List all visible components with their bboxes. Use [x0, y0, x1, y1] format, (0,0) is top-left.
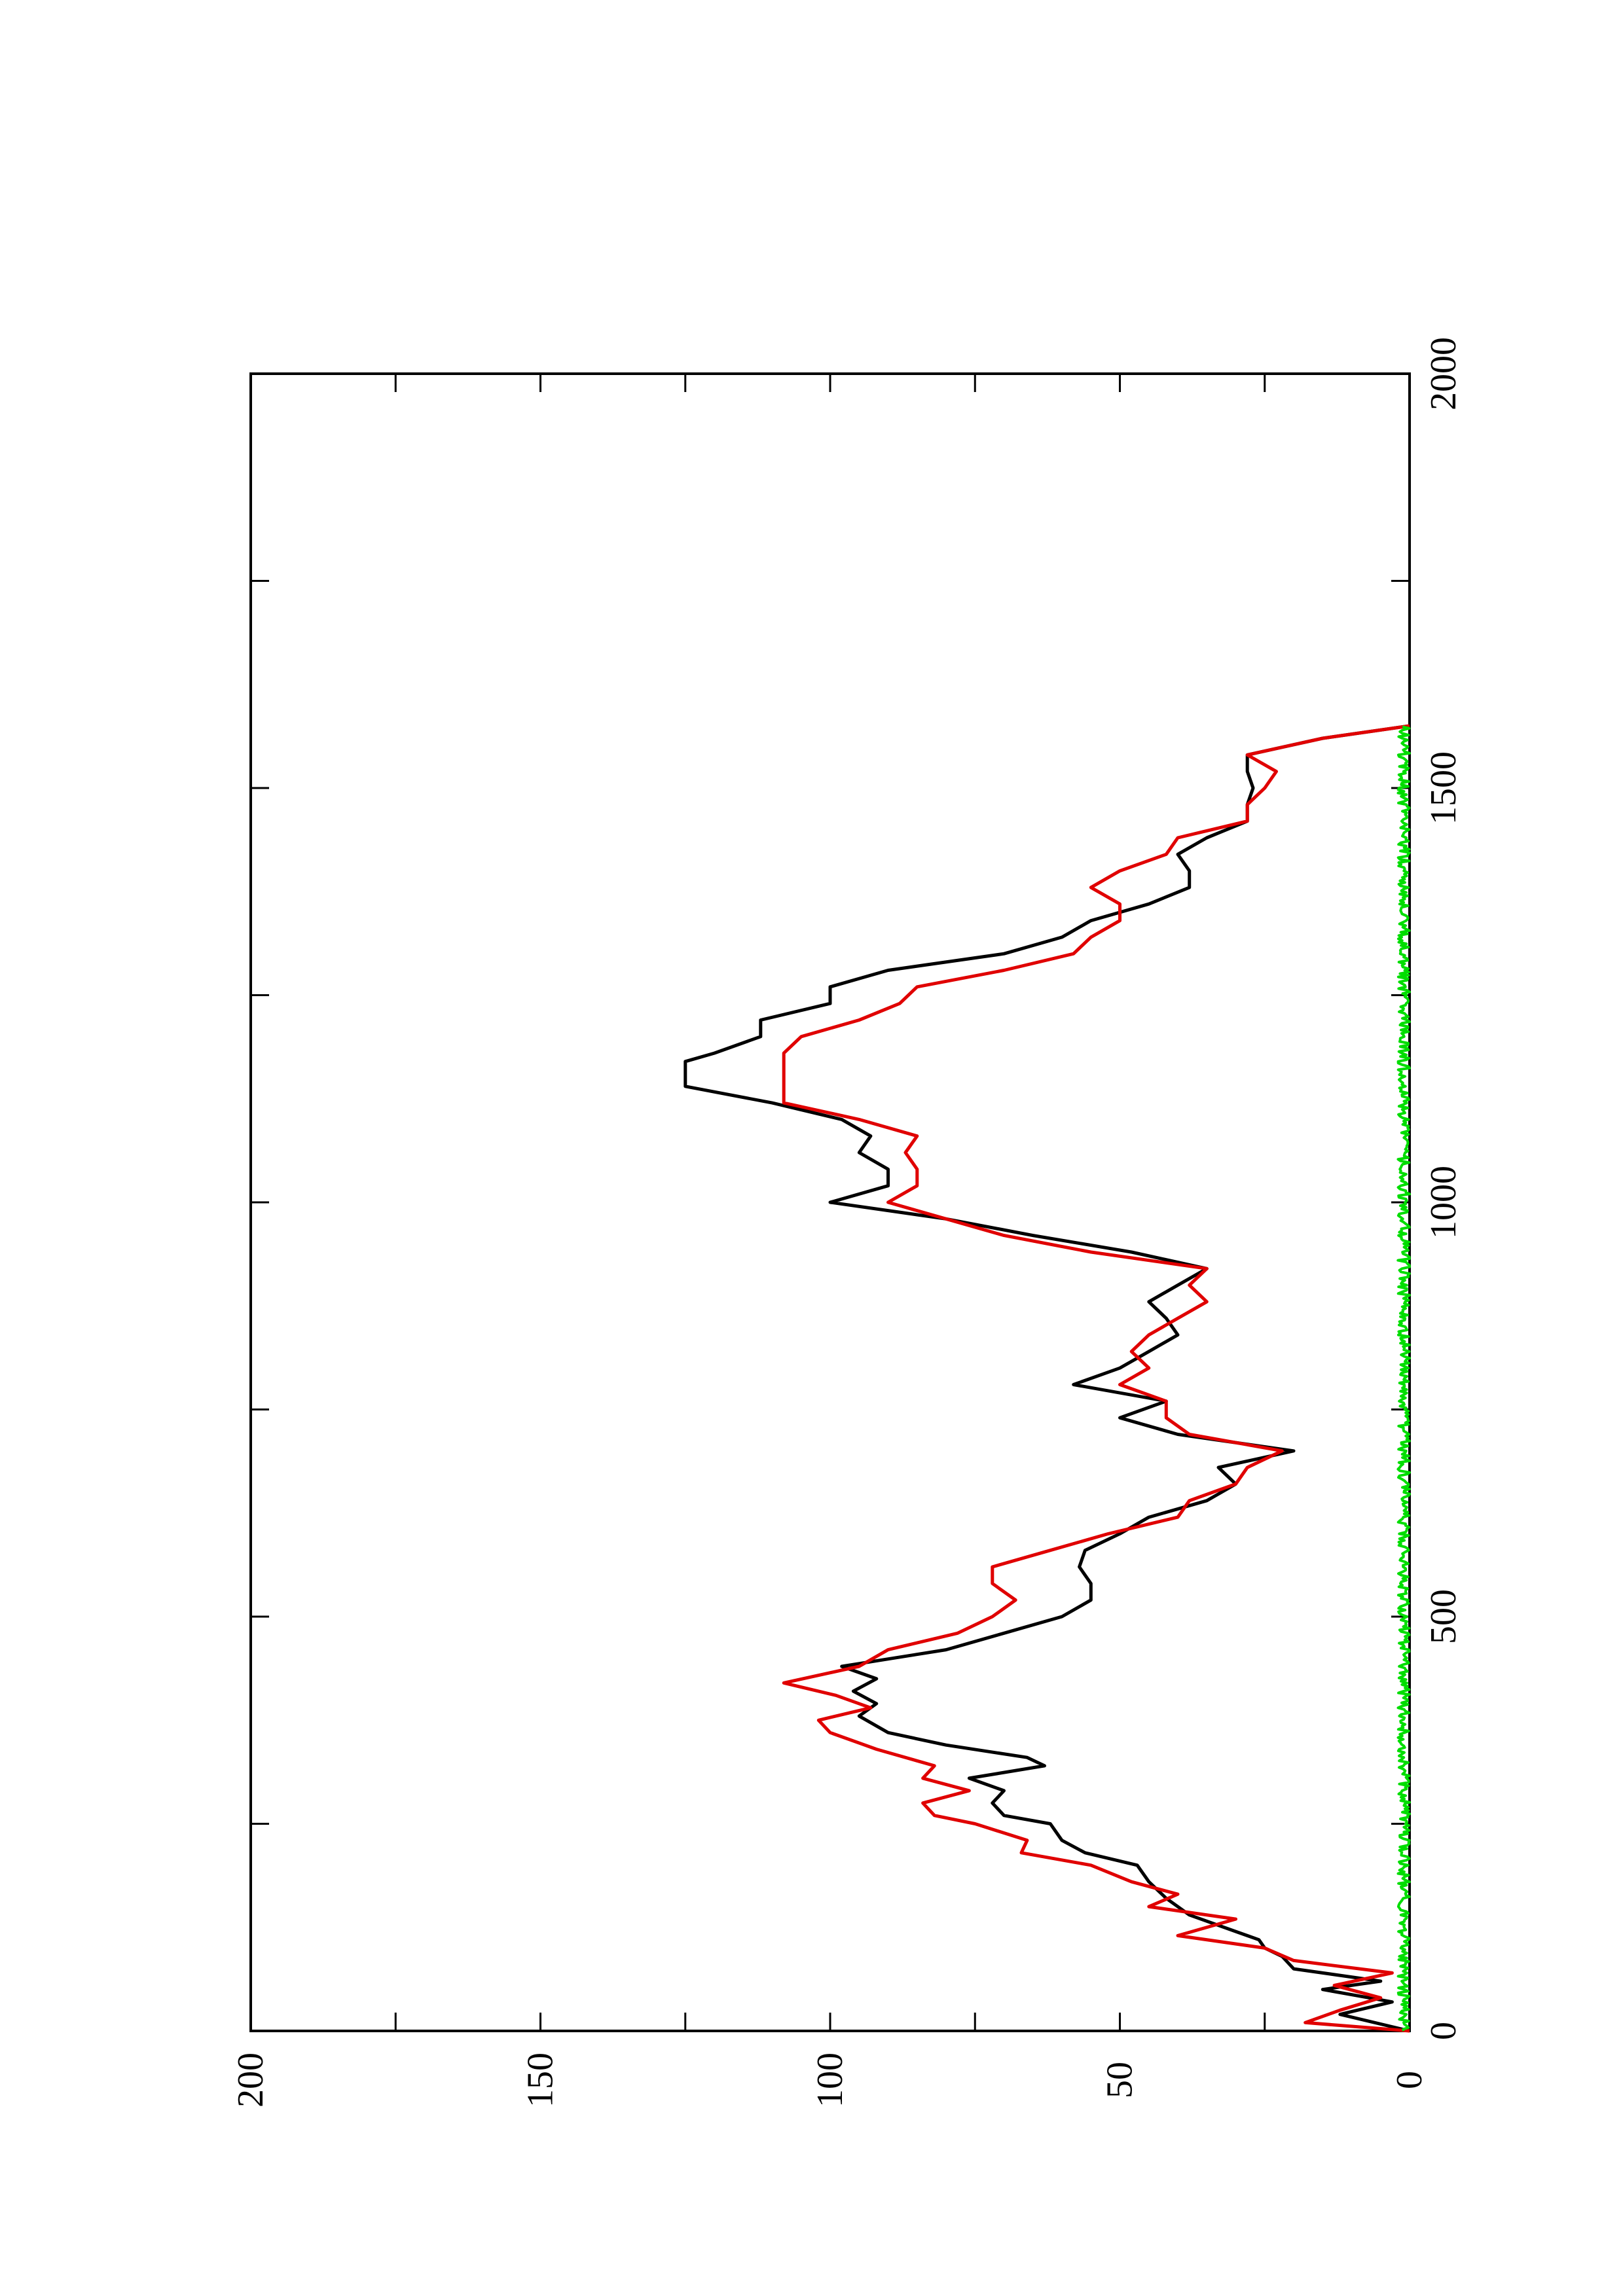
x-tick-label: 0 [1423, 2022, 1464, 2040]
y-tick-label: 150 [520, 2053, 561, 2108]
y-tick-label: 50 [1100, 2062, 1140, 2098]
x-tick-label: 1500 [1423, 751, 1464, 825]
tick-labels: 0 500 1000 1500 2000 0 50 100 150 200 [230, 337, 1464, 2108]
y-tick-label: 200 [230, 2053, 271, 2108]
x-tick-label: 1000 [1423, 1166, 1464, 1239]
x-tick-label: 2000 [1423, 337, 1464, 410]
y-tick-label: 100 [810, 2053, 850, 2108]
series-line-2 [782, 724, 1410, 2033]
series-line-1 [684, 724, 1410, 2033]
x-tick-label: 500 [1423, 1589, 1464, 1644]
series-group [684, 724, 1411, 2033]
y-tick-label: 0 [1389, 2071, 1430, 2089]
series-line-3 [1396, 725, 1411, 2032]
